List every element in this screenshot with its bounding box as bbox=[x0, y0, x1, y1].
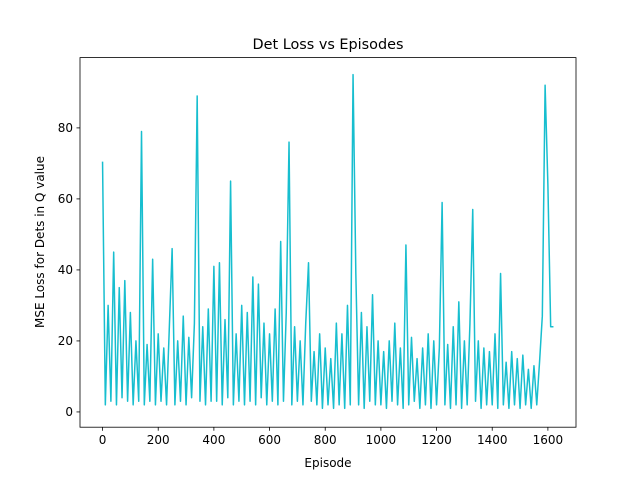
chart-title: Det Loss vs Episodes bbox=[253, 37, 404, 53]
x-tick-label: 400 bbox=[202, 433, 225, 447]
x-tick-label: 800 bbox=[314, 433, 337, 447]
data-line bbox=[101, 73, 554, 410]
x-tick-label: 1000 bbox=[366, 433, 397, 447]
axes-frame bbox=[79, 57, 577, 428]
x-tick-label: 600 bbox=[258, 433, 281, 447]
y-tick-label: 20 bbox=[58, 334, 73, 348]
x-tick-label: 1400 bbox=[477, 433, 508, 447]
x-tick-label: 0 bbox=[99, 433, 107, 447]
y-tick-label: 60 bbox=[58, 192, 73, 206]
x-tick-label: 1600 bbox=[533, 433, 564, 447]
y-axis-label: MSE Loss for Dets in Q value bbox=[33, 156, 47, 328]
x-axis-label: Episode bbox=[304, 456, 351, 470]
y-tick-label: 40 bbox=[58, 263, 73, 277]
y-tick-label: 0 bbox=[65, 405, 73, 419]
x-tick-label: 1200 bbox=[421, 433, 452, 447]
x-tick-label: 200 bbox=[147, 433, 170, 447]
y-tick-label: 80 bbox=[58, 121, 73, 135]
